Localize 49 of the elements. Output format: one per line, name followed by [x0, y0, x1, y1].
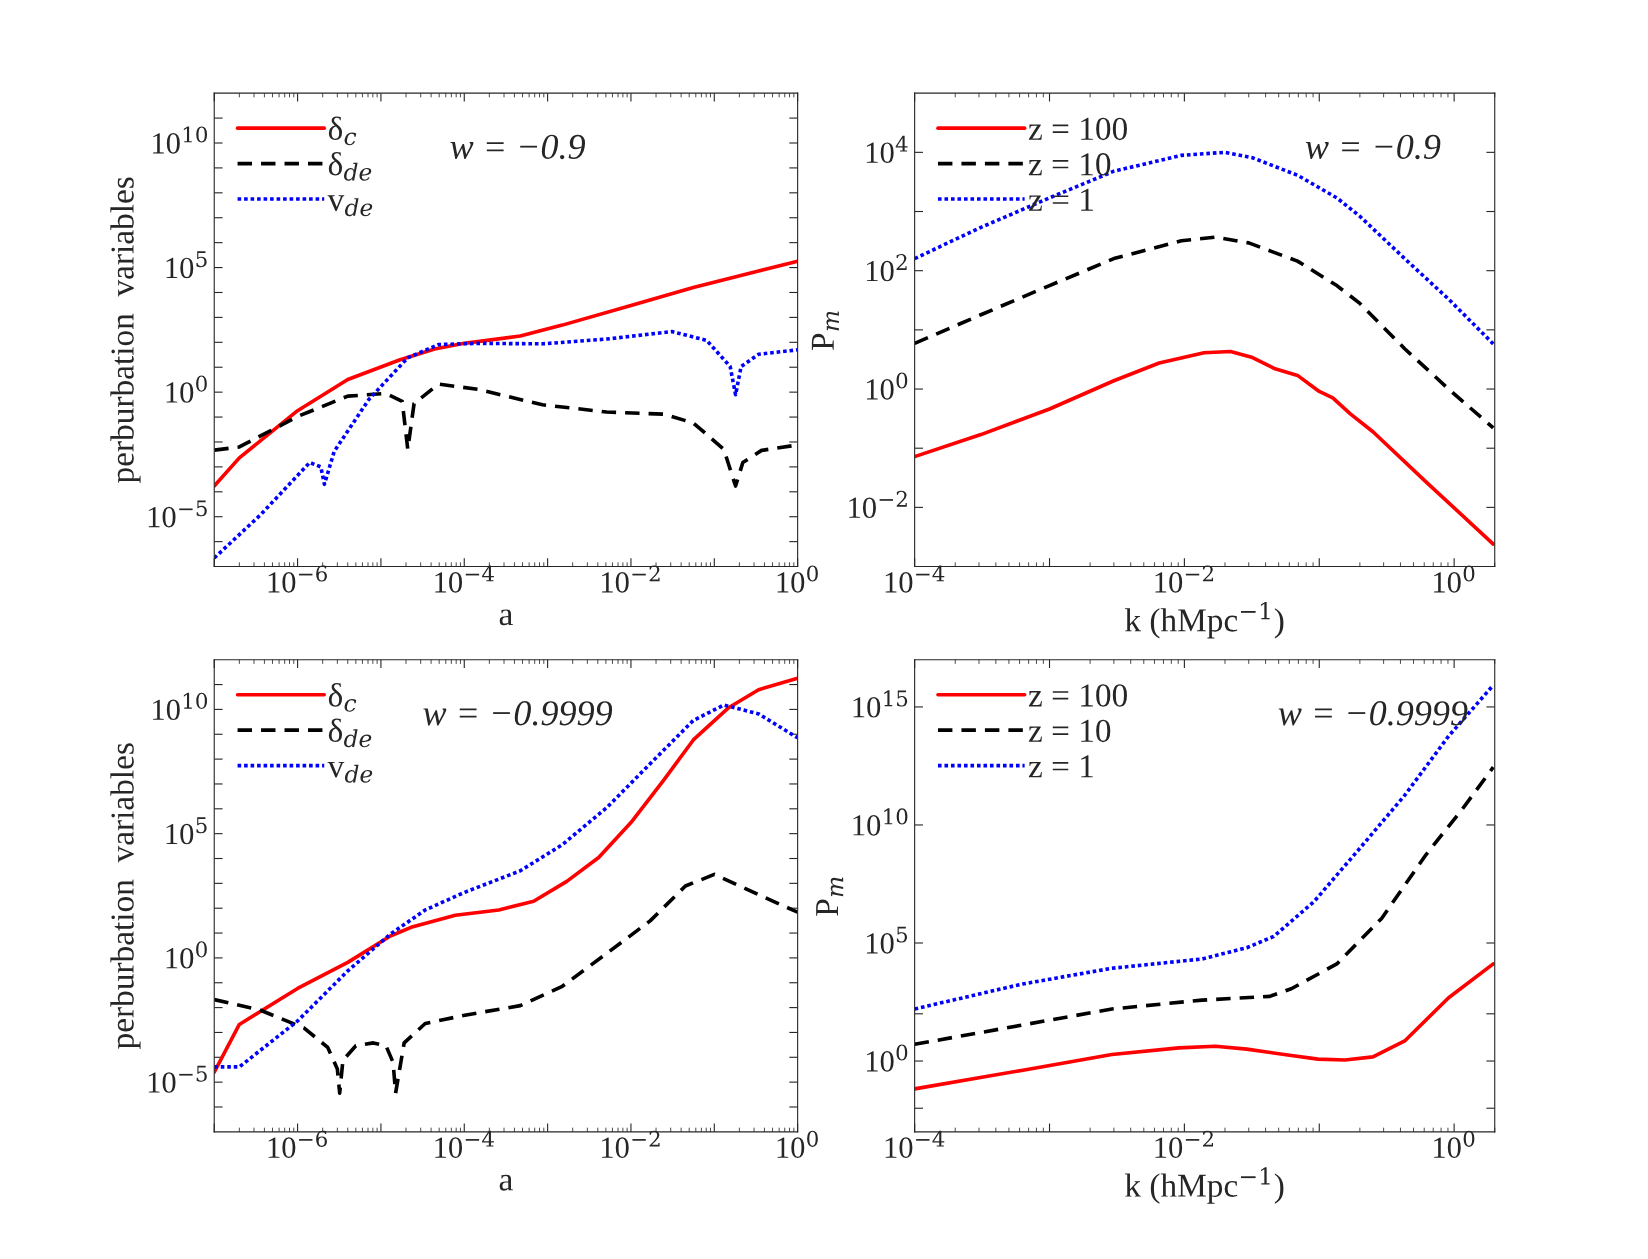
x-tick-label: 10$^{−4}$ — [435, 1130, 494, 1158]
legend-label: δ$_{c}$ — [328, 116, 357, 146]
x-tick-label: 10$^{0}$ — [1434, 1130, 1475, 1158]
y-tick-label: 10$^{0}$ — [866, 372, 908, 400]
y-tick-label: 10$^{−5}$ — [148, 1065, 207, 1093]
y-tick-label: 10$^{10}$ — [153, 126, 208, 154]
y-tick-label: 10$^{0}$ — [166, 941, 207, 969]
y-axis-title: P$_{m}$ — [816, 877, 844, 916]
legend-label: z = 10 — [1028, 153, 1111, 176]
annotation: w = −0.9999 — [1278, 701, 1468, 726]
y-axis-title: perburbation variables — [110, 177, 141, 483]
y-axis-title: perburbation variables — [110, 743, 141, 1049]
annotation: w = −0.9 — [1305, 134, 1441, 160]
x-tick-label: 10$^{−4}$ — [885, 1130, 945, 1158]
x-axis-title: k (hMpc$^{−1}$) — [1124, 601, 1284, 639]
annotation: w = −0.9 — [450, 134, 586, 160]
x-tick-label: 10$^{−6}$ — [268, 1130, 327, 1158]
y-tick-label: 10$^{−5}$ — [148, 500, 207, 528]
x-tick-label: 10$^{0}$ — [777, 565, 818, 593]
y-tick-label: 10$^{15}$ — [853, 690, 908, 718]
y-tick-label: 10$^{2}$ — [866, 254, 907, 282]
x-tick-label: 10$^{−2}$ — [1155, 1130, 1214, 1158]
y-tick-label: 10$^{10}$ — [853, 808, 908, 836]
y-tick-label: 10$^{10}$ — [153, 692, 208, 721]
x-tick-label: 10$^{0}$ — [777, 1130, 818, 1158]
legend-label: v$_{de}$ — [327, 195, 373, 217]
y-tick-label: 10$^{5}$ — [166, 251, 207, 279]
y-tick-label: 10$^{0}$ — [866, 1044, 908, 1072]
annotation: w = −0.9999 — [423, 701, 613, 726]
legend-label: δ$_{de}$ — [328, 718, 372, 748]
legend-label: δ$_{c}$ — [328, 683, 357, 712]
x-axis-title: k (hMpc$^{−1}$) — [1124, 1167, 1284, 1204]
y-tick-label: 10$^{−2}$ — [849, 490, 907, 519]
y-tick-label: 10$^{4}$ — [866, 135, 908, 164]
legend-label: z = 100 — [1028, 684, 1127, 707]
legend-label: z = 10 — [1028, 719, 1111, 743]
legend-label: δ$_{de}$ — [328, 151, 372, 181]
y-tick-label: 10$^{0}$ — [166, 375, 207, 403]
x-tick-label: 10$^{−2}$ — [602, 1130, 660, 1158]
legend-label: v$_{de}$ — [327, 761, 373, 783]
y-tick-label: 10$^{5}$ — [166, 817, 207, 845]
y-axis-title: P$_{m}$ — [811, 311, 839, 350]
x-axis-title: a — [499, 1174, 513, 1191]
legend-label: z = 1 — [1028, 755, 1093, 778]
x-axis-title: a — [499, 609, 513, 626]
x-tick-label: 10$^{−4}$ — [435, 565, 494, 593]
legend-label: z = 100 — [1028, 117, 1127, 141]
y-tick-label: 10$^{5}$ — [866, 926, 908, 954]
x-tick-label: 10$^{−4}$ — [885, 565, 945, 593]
